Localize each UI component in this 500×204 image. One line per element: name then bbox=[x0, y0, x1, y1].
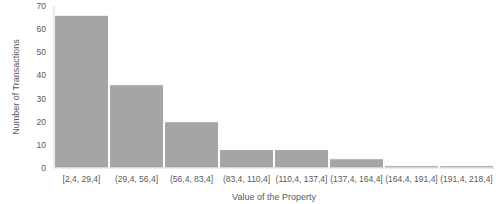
svg-text:(56,4, 83,4]: (56,4, 83,4] bbox=[170, 174, 213, 184]
svg-text:60: 60 bbox=[37, 24, 47, 34]
svg-text:40: 40 bbox=[37, 70, 47, 80]
svg-text:30: 30 bbox=[37, 94, 47, 104]
svg-text:[2,4, 29,4]: [2,4, 29,4] bbox=[63, 174, 101, 184]
svg-text:Value of the Property: Value of the Property bbox=[232, 192, 316, 202]
svg-text:(137,4, 164,4]: (137,4, 164,4] bbox=[330, 174, 382, 184]
svg-text:(110,4, 137,4]: (110,4, 137,4] bbox=[276, 174, 328, 184]
svg-text:(191,4, 218,4]: (191,4, 218,4] bbox=[440, 174, 492, 184]
svg-text:(83,4, 110,4]: (83,4, 110,4] bbox=[223, 174, 270, 184]
svg-text:Number of Transactions: Number of Transactions bbox=[11, 39, 21, 135]
svg-text:0: 0 bbox=[41, 163, 46, 173]
svg-text:50: 50 bbox=[37, 47, 47, 57]
svg-text:10: 10 bbox=[37, 140, 47, 150]
svg-text:(29,4, 56,4]: (29,4, 56,4] bbox=[115, 174, 158, 184]
svg-text:(164,4, 191,4]: (164,4, 191,4] bbox=[385, 174, 437, 184]
svg-text:70: 70 bbox=[37, 1, 47, 11]
svg-text:20: 20 bbox=[37, 117, 47, 127]
